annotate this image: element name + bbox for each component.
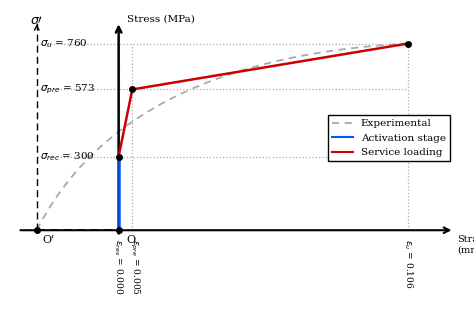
Text: $\sigma _{rec}$ = 300: $\sigma _{rec}$ = 300 — [39, 150, 94, 163]
Text: $\sigma _{pre}$ = 573: $\sigma _{pre}$ = 573 — [39, 83, 95, 96]
Text: $\varepsilon _{pre}$ = 0.005: $\varepsilon _{pre}$ = 0.005 — [128, 239, 142, 295]
Text: Stress (MPa): Stress (MPa) — [127, 15, 195, 23]
Text: $\sigma\prime$: $\sigma\prime$ — [30, 14, 44, 27]
Text: O': O' — [42, 235, 55, 245]
Text: $\varepsilon _u$ = 0.106: $\varepsilon _u$ = 0.106 — [401, 239, 414, 288]
Text: $\varepsilon _{res}$ = 0.000: $\varepsilon _{res}$ = 0.000 — [112, 239, 125, 294]
Text: Strain
(mm/mm): Strain (mm/mm) — [457, 235, 474, 254]
Text: O: O — [127, 235, 136, 245]
Legend: Experimental, Activation stage, Service loading: Experimental, Activation stage, Service … — [328, 115, 450, 161]
Text: $\sigma _u$ = 760: $\sigma _u$ = 760 — [39, 37, 87, 50]
